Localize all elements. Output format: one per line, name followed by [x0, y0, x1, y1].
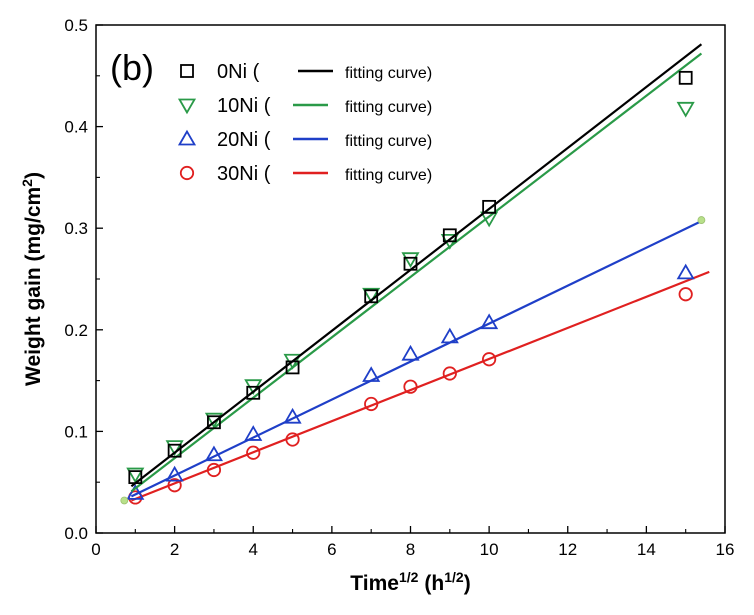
series-10Ni [126, 52, 703, 493]
data-point-10Ni [126, 467, 145, 484]
legend-fit-label: fitting curve) [345, 99, 432, 116]
x-axis-title-close: ) [464, 572, 471, 595]
data-point-0Ni [128, 470, 143, 485]
y-axis-title: Weight gain (mg/cm2) [19, 172, 45, 386]
x-axis: 0 2 4 6 8 10 12 14 16 [91, 526, 734, 559]
data-point-30Ni [442, 366, 457, 381]
fit-line-30Ni [130, 270, 710, 502]
y-tick-label: 0.3 [64, 219, 88, 238]
fit-line-20Ni [130, 220, 702, 498]
data-point-30Ni [403, 379, 418, 394]
data-point-0Ni [285, 360, 300, 375]
x-tick-label: 12 [558, 540, 577, 559]
data-point-0Ni [246, 385, 261, 400]
data-point-20Ni [480, 313, 499, 330]
x-tick-label: 14 [637, 540, 656, 559]
data-point-0Ni [678, 70, 693, 85]
x-tick-label: 2 [170, 540, 179, 559]
legend-marker [177, 98, 197, 115]
legend-fit-label: fitting curve) [345, 167, 432, 184]
legend-entry-0Ni: 0Ni ( fitting curve) [180, 61, 432, 83]
x-tick-label: 4 [249, 540, 258, 559]
panel-label: (b) [110, 47, 154, 88]
legend-marker [179, 165, 195, 181]
extra-point [120, 496, 129, 505]
y-axis-title-main: Weight gain (mg/cm [22, 187, 45, 386]
legend: 0Ni (fitting curve)10Ni (fitting curve)2… [177, 61, 432, 185]
series-20Ni [126, 220, 702, 500]
y-tick-label: 0.4 [64, 118, 88, 137]
data-point-20Ni [165, 465, 184, 482]
legend-series-name: 20Ni ( [217, 129, 271, 151]
y-tick-label: 0.0 [64, 524, 88, 543]
data-point-0Ni [442, 228, 457, 243]
legend-entry-30Ni: 30Ni ( fitting curve) [179, 163, 432, 185]
data-point-20Ni [401, 344, 420, 361]
x-tick-label: 8 [406, 540, 415, 559]
data-point-10Ni [362, 287, 381, 304]
y-tick-label: 0.1 [64, 422, 88, 441]
data-point-30Ni [285, 432, 300, 447]
data-point-20Ni [283, 407, 302, 424]
x-axis-title-main: Time [350, 572, 399, 595]
data-point-10Ni [165, 440, 184, 456]
y-tick-label: 0.2 [64, 321, 88, 340]
y-axis-title-sup: 2 [19, 179, 35, 187]
x-tick-label: 0 [91, 540, 100, 559]
data-point-10Ni [676, 101, 695, 118]
data-point-0Ni [364, 289, 379, 304]
x-axis-title-sup: 1/2 [399, 569, 419, 585]
data-point-10Ni [401, 252, 420, 268]
data-point-30Ni [678, 287, 693, 302]
data-point-20Ni [244, 425, 263, 441]
data-point-30Ni [364, 396, 379, 412]
data-point-20Ni [676, 263, 695, 280]
extra-point [697, 216, 706, 224]
legend-fit-label: fitting curve) [345, 133, 432, 150]
legend-entry-10Ni: 10Ni ( fitting curve) [177, 95, 432, 117]
data-point-20Ni [126, 484, 145, 500]
x-tick-label: 10 [480, 540, 499, 559]
fit-line-10Ni [130, 52, 703, 493]
x-tick-label: 6 [327, 540, 336, 559]
legend-entry-20Ni: 20Ni ( fitting curve) [177, 129, 432, 151]
plot-area [120, 43, 710, 505]
data-point-30Ni [206, 462, 222, 478]
data-point-20Ni [204, 445, 223, 462]
data-point-0Ni [403, 256, 418, 271]
legend-series-name: 30Ni ( [217, 163, 271, 185]
legend-fit-label: fitting curve) [345, 65, 432, 82]
x-axis-title-unit: (h [424, 572, 444, 595]
x-tick-label: 16 [716, 540, 735, 559]
data-point-30Ni [482, 352, 497, 367]
legend-marker [180, 64, 194, 78]
x-axis-title-unit-sup: 1/2 [444, 569, 464, 585]
data-point-0Ni [167, 443, 182, 458]
y-axis: 0.0 0.1 0.2 0.3 0.4 0.5 [64, 16, 103, 543]
data-point-0Ni [482, 199, 497, 214]
y-axis-title-close: ) [22, 172, 45, 179]
series-0Ni [128, 43, 703, 488]
data-point-30Ni [167, 478, 182, 493]
data-point-0Ni [207, 415, 221, 430]
x-axis-title: Time1/2 (h1/2) [350, 569, 470, 595]
data-point-10Ni [480, 211, 499, 228]
legend-series-name: 0Ni ( [217, 61, 260, 83]
data-point-30Ni [246, 445, 261, 460]
data-point-20Ni [362, 366, 381, 382]
legend-marker [177, 129, 197, 146]
legend-series-name: 10Ni ( [217, 95, 271, 117]
series-30Ni [128, 270, 710, 505]
data-point-20Ni [440, 327, 459, 344]
y-tick-label: 0.5 [64, 16, 88, 35]
